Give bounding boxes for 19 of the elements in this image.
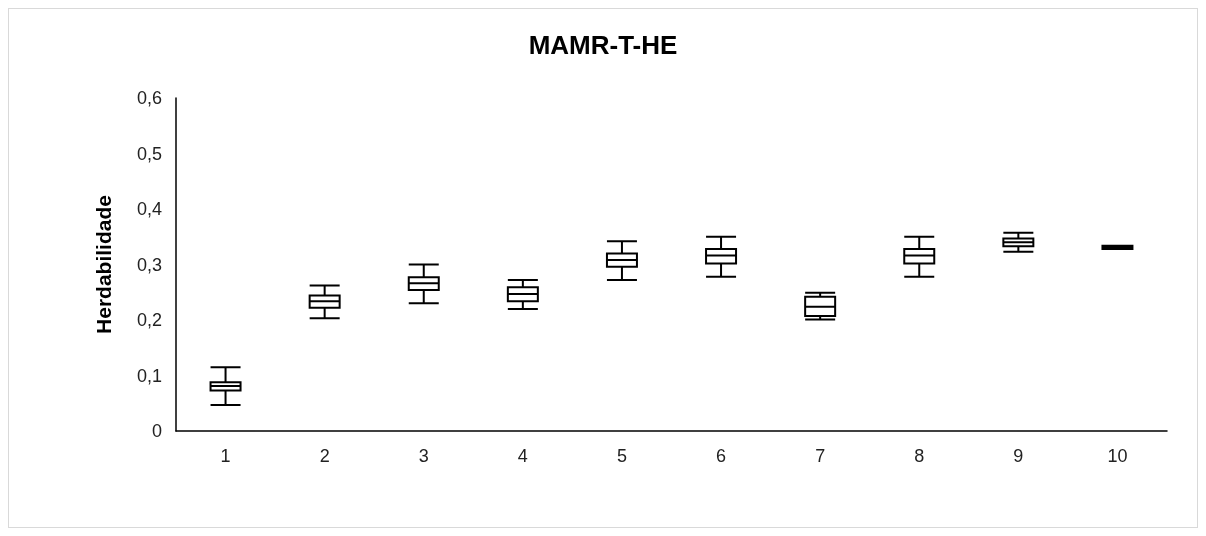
x-tick-label: 3 — [418, 446, 429, 466]
y-tick-label: 0,2 — [136, 310, 162, 330]
x-tick-label: 6 — [716, 446, 727, 466]
y-tick-label: 0,3 — [136, 254, 162, 275]
y-axis-title: Herdabilidade — [92, 195, 115, 334]
x-tick-label: 7 — [815, 446, 826, 466]
x-tick-label: 1 — [220, 446, 231, 466]
y-tick-label: 0,1 — [136, 365, 162, 386]
y-tick-label: 0,5 — [136, 143, 162, 164]
chart-title: MAMR-T-HE — [528, 30, 678, 60]
y-tick-label: 0,6 — [136, 88, 162, 108]
x-tick-label: 4 — [517, 446, 528, 466]
x-tick-label: 9 — [1013, 446, 1024, 466]
x-tick-label: 2 — [319, 446, 330, 466]
y-tick-label: 0,4 — [136, 199, 162, 219]
x-tick-label: 5 — [616, 446, 627, 466]
x-tick-label: 8 — [914, 446, 925, 466]
x-tick-label: 10 — [1107, 446, 1128, 466]
y-tick-label: 0 — [151, 421, 162, 441]
